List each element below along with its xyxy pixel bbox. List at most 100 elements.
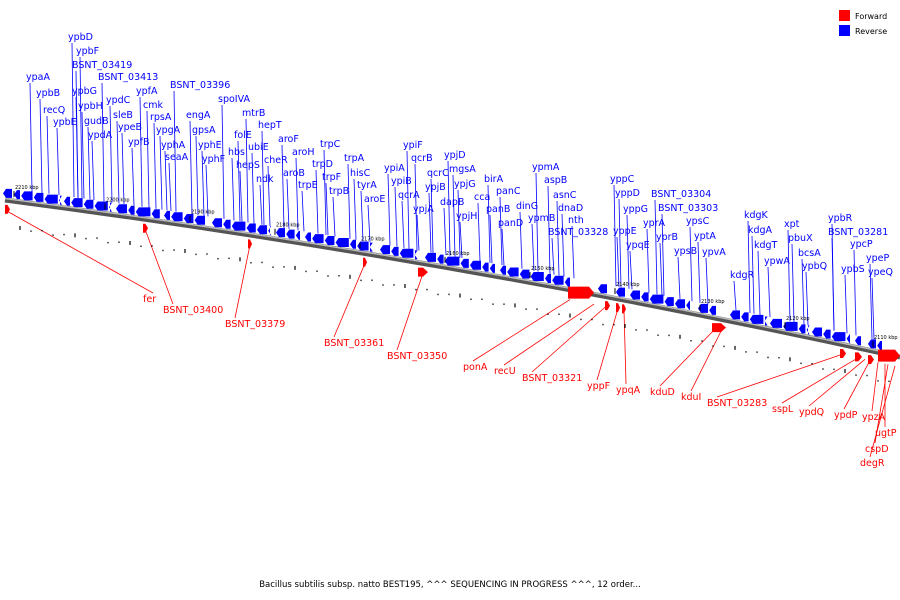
reverse-gene-arrow xyxy=(764,316,768,326)
reverse-gene-connector xyxy=(477,202,481,262)
forward-gene-arrow xyxy=(248,239,252,249)
forward-gene-connector xyxy=(503,303,595,366)
reverse-gene-label: ypjH xyxy=(456,211,477,222)
reverse-gene-arrow xyxy=(598,284,607,294)
reverse-gene-arrow xyxy=(616,287,625,297)
label-connectors xyxy=(4,42,896,458)
reverse-gene-connector xyxy=(519,211,523,269)
forward-gene-label: BSNT_03283 xyxy=(707,398,767,409)
forward-gene-arrow xyxy=(855,352,862,362)
reverse-gene-arrow xyxy=(151,209,160,219)
reverse-gene-label: yphE xyxy=(198,140,222,151)
reverse-gene-connector xyxy=(401,200,405,248)
reverse-gene-connector xyxy=(547,185,551,274)
scale-ticks: 2210 kbp 2200 kbp 2190 kbp 2180 kbp 2170 kbp… xyxy=(13,185,898,348)
reverse-gene-label: ypbE xyxy=(53,117,77,128)
reverse-gene-arrow xyxy=(741,312,749,322)
reverse-gene-label: hepS xyxy=(236,160,260,171)
reverse-gene-label: BSNT_03419 xyxy=(72,60,132,71)
reverse-gene-label: ypdC xyxy=(106,95,131,106)
reverse-gene-label: cheR xyxy=(264,155,288,166)
reverse-gene-arrow xyxy=(519,269,530,279)
reverse-gene-label: trpB xyxy=(329,186,349,197)
reverse-gene-connector xyxy=(75,70,79,198)
reverse-gene-connector xyxy=(323,149,327,235)
forward-gene-connector xyxy=(871,362,879,412)
forward-gene-arrow xyxy=(878,349,900,362)
reverse-gene-arrow xyxy=(71,198,83,208)
reverse-gene-arrow xyxy=(831,332,846,342)
reverse-gene-arrow xyxy=(823,329,831,339)
forward-gene-label: sspL xyxy=(772,404,794,415)
reverse-gene-connector xyxy=(259,184,263,225)
reverse-gene-connector xyxy=(659,242,663,296)
reverse-gene-connector xyxy=(551,237,555,275)
reverse-gene-arrow xyxy=(380,245,390,255)
reverse-gene-connector xyxy=(261,130,265,226)
reverse-gene-connector xyxy=(805,271,809,326)
reverse-gene-label: BSNT_03304 xyxy=(651,189,711,200)
reverse-gene-arrow xyxy=(246,223,256,233)
reverse-gene-label: dapB xyxy=(440,197,464,208)
reverse-gene-arrow xyxy=(312,234,324,244)
reverse-gene-label: ypvA xyxy=(702,247,726,258)
reverse-gene-label: kdgK xyxy=(744,210,769,221)
reverse-gene-label: asnC xyxy=(553,190,577,201)
reverse-gene-connector xyxy=(332,196,336,237)
reverse-gene-label: trpF xyxy=(322,172,341,183)
reverse-gene-label: aspB xyxy=(544,175,567,186)
reverse-gene-connector xyxy=(367,204,371,243)
reverse-gene-connector xyxy=(121,132,125,205)
reverse-gene-label: panC xyxy=(496,186,521,197)
forward-gene-arrow xyxy=(5,204,10,214)
reverse-gene-label: trpD xyxy=(312,159,333,170)
reverse-gene-arrow xyxy=(109,202,112,212)
reverse-gene-arrow xyxy=(391,246,399,256)
reverse-gene-connector xyxy=(231,157,235,221)
reverse-gene-connector xyxy=(406,150,410,249)
scale-tick-label: 2110 kbp xyxy=(874,335,898,341)
reverse-gene-label: dnaD xyxy=(558,203,583,214)
reverse-gene-connector xyxy=(677,256,681,299)
reverse-gene-label: ypiF xyxy=(403,140,423,151)
reverse-gene-label: ypqE xyxy=(626,240,650,251)
scale-tick-label: 2140 kbp xyxy=(616,282,640,288)
reverse-gene-connector xyxy=(751,235,755,314)
reverse-gene-label: BSNT_03328 xyxy=(548,227,608,238)
forward-gene-connector xyxy=(781,357,859,404)
reverse-gene-label: xpt xyxy=(784,219,800,230)
reverse-gene-label: ndk xyxy=(256,174,274,185)
reverse-gene-arrow xyxy=(350,239,356,249)
reverse-gene-label: gpsA xyxy=(192,125,216,136)
reverse-gene-arrow xyxy=(324,235,335,245)
reverse-gene-connector xyxy=(201,150,205,216)
reverse-gene-label: panD xyxy=(498,218,523,229)
reverse-gene-connector xyxy=(153,122,157,209)
reverse-gene-arrow xyxy=(783,321,798,331)
legend: Forward Reverse xyxy=(839,10,887,36)
reverse-gene-connector xyxy=(757,250,761,316)
reverse-gene-arrow xyxy=(286,229,295,239)
reverse-gene-connector xyxy=(428,192,432,253)
forward-gene-connector xyxy=(843,360,871,410)
reverse-gene-connector xyxy=(831,237,835,331)
reverse-gene-connector xyxy=(394,186,398,247)
reverse-gene-label: BSNT_03396 xyxy=(170,80,230,91)
reverse-gene-arrow xyxy=(877,341,882,351)
reverse-gene-connector xyxy=(869,263,873,339)
forward-gene-arrow xyxy=(712,323,726,333)
reverse-gene-label: seaA xyxy=(165,152,189,163)
reverse-gene-label: trpA xyxy=(344,153,365,164)
reverse-gene-arrow xyxy=(812,327,822,337)
reverse-gene-label: pbuX xyxy=(788,233,813,244)
reverse-gene-arrow xyxy=(44,194,58,204)
reverse-gene-connector xyxy=(791,243,795,323)
reverse-gene-arrow xyxy=(500,265,506,275)
reverse-gene-label: ypbH xyxy=(78,101,103,112)
reverse-gene-arrow xyxy=(675,299,685,309)
reverse-gene-label: trpE xyxy=(298,180,318,191)
reverse-gene-connector xyxy=(654,199,658,295)
reverse-gene-arrow xyxy=(183,214,194,224)
reverse-gene-arrow xyxy=(295,230,300,240)
map-caption: Bacillus subtilis subsp. natto BEST195, … xyxy=(259,580,641,590)
